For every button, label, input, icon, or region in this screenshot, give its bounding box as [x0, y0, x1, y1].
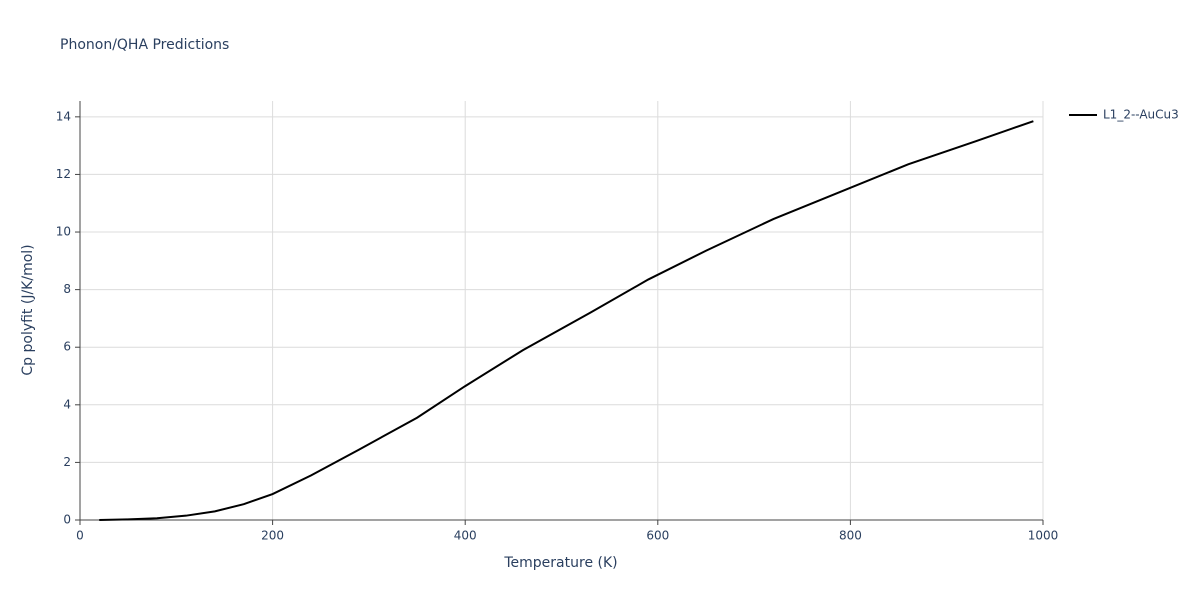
x-tick-label: 0 [76, 529, 84, 543]
y-tick-label: 10 [56, 225, 71, 239]
y-tick-label: 12 [56, 167, 71, 181]
y-tick-label: 2 [63, 455, 71, 469]
x-tick-label: 200 [261, 529, 284, 543]
y-tick-label: 0 [63, 513, 71, 527]
x-tick-label: 400 [454, 529, 477, 543]
x-tick-label: 600 [646, 529, 669, 543]
y-axis-label: Cp polyfit (J/K/mol) [20, 244, 36, 375]
legend-label: L1_2--AuCu3 [1103, 108, 1179, 122]
x-tick-label: 800 [839, 529, 862, 543]
y-tick-label: 14 [56, 109, 71, 123]
x-axis-label: Temperature (K) [503, 555, 617, 571]
y-tick-label: 6 [63, 340, 71, 354]
y-tick-label: 8 [63, 282, 71, 296]
chart-title: Phonon/QHA Predictions [60, 37, 229, 53]
data-line [99, 120, 1034, 521]
y-tick-label: 4 [63, 397, 71, 411]
x-tick-label: 1000 [1028, 529, 1059, 543]
